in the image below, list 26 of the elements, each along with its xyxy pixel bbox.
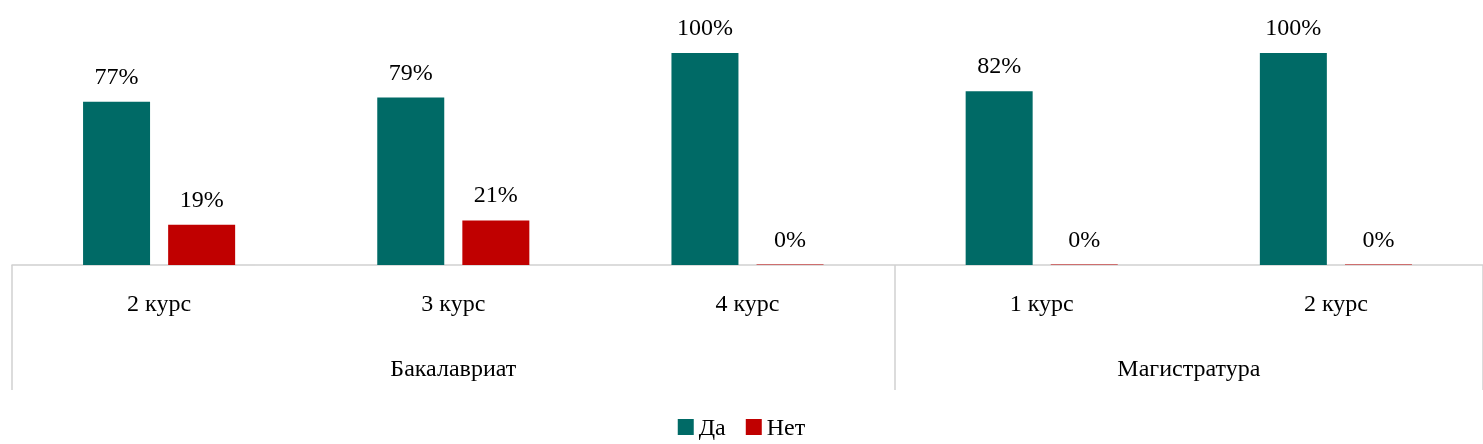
bar [168, 224, 236, 265]
x-tick-label: 4 курс [715, 290, 780, 316]
bar [965, 91, 1033, 265]
bar [671, 53, 739, 265]
bar [377, 97, 445, 265]
x-tick-label: 3 курс [421, 290, 486, 316]
data-label: 77% [94, 62, 139, 89]
data-label: 21% [473, 181, 518, 208]
legend-label: Нет [766, 414, 806, 440]
x-tick-label: 2 курс [127, 290, 192, 316]
bar [83, 101, 151, 265]
data-label: 100% [1265, 14, 1322, 40]
data-label: 0% [1068, 225, 1101, 252]
text: Магистратура [1117, 355, 1261, 381]
data-label: 100% [676, 14, 733, 40]
data-label: 82% [977, 52, 1022, 79]
x-tick-label: 1 курс [1009, 290, 1074, 316]
data-label: 19% [179, 185, 224, 212]
bar [462, 220, 530, 265]
data-label: 0% [774, 225, 807, 252]
data-label: 0% [1362, 225, 1395, 252]
x-tick-label: 2 курс [1303, 290, 1368, 316]
bar [1259, 53, 1327, 265]
text: Бакалавриат [390, 355, 517, 381]
legend-label: Да [698, 414, 727, 440]
data-label: 79% [388, 58, 433, 85]
